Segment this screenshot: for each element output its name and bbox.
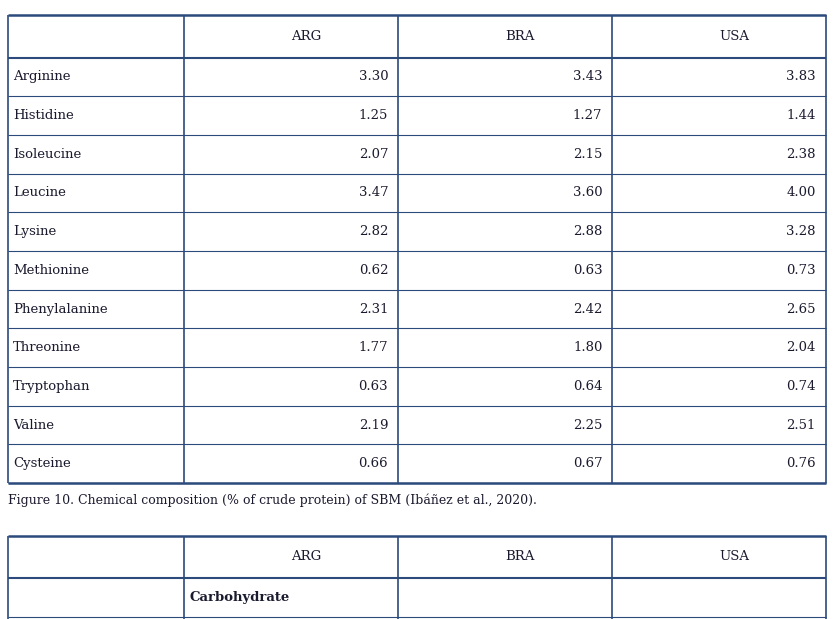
Text: 2.88: 2.88 xyxy=(573,225,602,238)
Text: Cysteine: Cysteine xyxy=(13,457,71,470)
Text: USA: USA xyxy=(719,550,749,563)
Text: 0.74: 0.74 xyxy=(786,380,816,393)
Text: Arginine: Arginine xyxy=(13,71,71,84)
Text: 1.44: 1.44 xyxy=(786,109,816,122)
Text: 2.51: 2.51 xyxy=(786,418,816,431)
Text: 0.63: 0.63 xyxy=(573,264,602,277)
Text: 3.43: 3.43 xyxy=(573,71,602,84)
Text: ARG: ARG xyxy=(291,550,321,563)
Text: 2.19: 2.19 xyxy=(359,418,388,431)
Text: 0.62: 0.62 xyxy=(359,264,388,277)
Text: 1.25: 1.25 xyxy=(359,109,388,122)
Text: Figure 10. Chemical composition (% of crude protein) of SBM (Ibáñez et al., 2020: Figure 10. Chemical composition (% of cr… xyxy=(8,493,537,506)
Text: 0.67: 0.67 xyxy=(573,457,602,470)
Text: 0.73: 0.73 xyxy=(786,264,816,277)
Text: 2.25: 2.25 xyxy=(573,418,602,431)
Text: ARG: ARG xyxy=(291,30,321,43)
Text: Histidine: Histidine xyxy=(13,109,74,122)
Text: 0.76: 0.76 xyxy=(786,457,816,470)
Text: 3.30: 3.30 xyxy=(359,71,388,84)
Text: 2.15: 2.15 xyxy=(573,148,602,161)
Text: Methionine: Methionine xyxy=(13,264,89,277)
Text: Isoleucine: Isoleucine xyxy=(13,148,82,161)
Text: 4.00: 4.00 xyxy=(786,186,816,199)
Text: USA: USA xyxy=(719,30,749,43)
Text: Leucine: Leucine xyxy=(13,186,66,199)
Text: Lysine: Lysine xyxy=(13,225,57,238)
Text: 1.80: 1.80 xyxy=(573,341,602,354)
Text: 2.65: 2.65 xyxy=(786,303,816,316)
Text: Phenylalanine: Phenylalanine xyxy=(13,303,108,316)
Text: 2.31: 2.31 xyxy=(359,303,388,316)
Text: 3.47: 3.47 xyxy=(359,186,388,199)
Text: 3.60: 3.60 xyxy=(573,186,602,199)
Text: 2.04: 2.04 xyxy=(786,341,816,354)
Text: 2.42: 2.42 xyxy=(573,303,602,316)
Text: 2.07: 2.07 xyxy=(359,148,388,161)
Text: 2.82: 2.82 xyxy=(359,225,388,238)
Text: 0.66: 0.66 xyxy=(359,457,388,470)
Text: 1.77: 1.77 xyxy=(359,341,388,354)
Text: 0.64: 0.64 xyxy=(573,380,602,393)
Text: Threonine: Threonine xyxy=(13,341,82,354)
Text: Tryptophan: Tryptophan xyxy=(13,380,91,393)
Text: BRA: BRA xyxy=(505,30,535,43)
Text: BRA: BRA xyxy=(505,550,535,563)
Text: Carbohydrate: Carbohydrate xyxy=(189,591,289,604)
Text: 3.83: 3.83 xyxy=(786,71,816,84)
Text: Valine: Valine xyxy=(13,418,54,431)
Text: 3.28: 3.28 xyxy=(786,225,816,238)
Text: 2.38: 2.38 xyxy=(786,148,816,161)
Text: 1.27: 1.27 xyxy=(573,109,602,122)
Text: 0.63: 0.63 xyxy=(359,380,388,393)
